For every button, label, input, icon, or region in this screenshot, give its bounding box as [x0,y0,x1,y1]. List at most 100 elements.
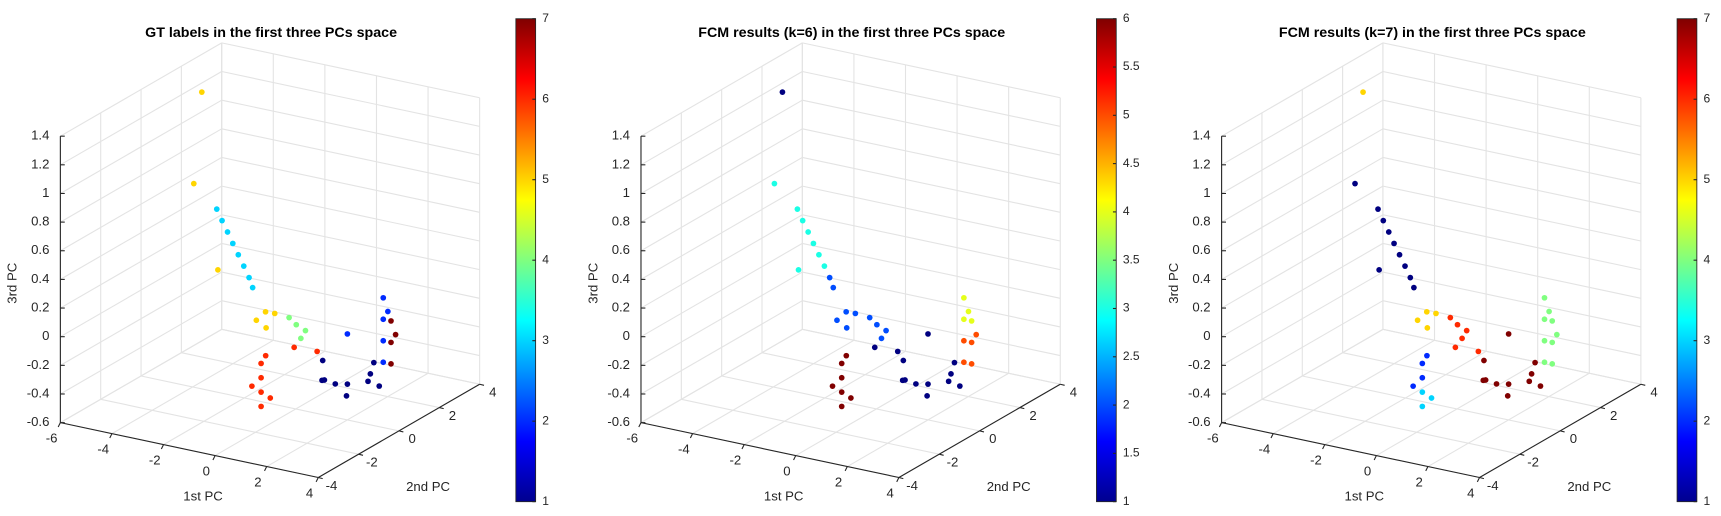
panel: -6 -4 -2 0 2 4 -4 -2 0 2 4 -0.6 -0.4 -0.2 0 0.2 0.4 0.6 0.… [1166,11,1711,508]
grid-line [802,271,1061,328]
tick-mark [638,422,642,428]
grid-line [60,185,222,280]
grid-line [1382,214,1641,271]
data-point [1424,325,1431,331]
x-tick-label: 0 [1364,464,1371,479]
grid-line [1221,328,1384,424]
grid-line [640,328,803,424]
tick-mark [1476,477,1481,483]
z-tick-label: -0.4 [1188,385,1211,400]
z-tick-label: 0.4 [612,271,630,286]
y-tick-label: 0 [408,431,415,446]
data-point [1411,284,1417,291]
x-tick-label: 4 [886,485,893,500]
data-point [1546,308,1552,315]
data-point [883,327,889,334]
y-tick-label: 2 [1610,408,1617,423]
chart-title: GT labels in the first three PCs space [145,25,397,41]
tick-mark [160,444,165,450]
z-tick-label: 1.2 [612,156,630,171]
data-point [1380,217,1387,224]
chart-title: FCM results (k=7) in the first three PCs… [1279,25,1586,41]
data-point [1352,180,1358,187]
data-point [1532,359,1538,366]
data-point [1505,381,1512,387]
data-point [190,180,197,187]
data-point [229,240,236,247]
data-point [271,310,278,317]
data-point [1541,337,1548,344]
data-point [1504,392,1511,399]
colorbar-tick-label: 5 [542,172,549,186]
grid-line [640,42,803,137]
data-point [830,284,837,291]
data-point [799,217,806,224]
grid-line [802,185,1061,242]
panel: -6 -4 -2 0 2 4 -4 -2 0 2 4 -0.6 -0.4 -0.2 0 0.2 0.4 0.6 0.… [5,11,550,508]
tick-mark [398,430,404,433]
grid-line [1221,156,1384,252]
data-point [961,316,967,323]
grid-line [221,156,480,213]
data-point [968,318,975,324]
data-point [1526,378,1533,385]
tick-mark [212,455,216,461]
grid-line [221,328,480,385]
tick-mark [1019,407,1025,410]
grid-line [1221,300,1384,395]
grid-line [802,70,1061,127]
x-axis-label: 1st PC [183,489,222,504]
colorbar-tick-label: 3 [1703,333,1710,347]
data-point [852,310,859,317]
z-axis-label: 3rd PC [5,263,20,304]
x-tick-label: 4 [1467,485,1474,500]
z-tick-label: 0.6 [612,242,630,257]
data-point [945,378,952,385]
data-point [1419,374,1426,381]
data-point [1391,240,1397,247]
z-tick-label: -0.2 [607,357,630,372]
grid-line [1382,156,1641,213]
data-point [1475,348,1482,355]
y-tick-label: 4 [489,384,496,399]
grid-line [721,375,980,432]
grid-line [681,398,940,455]
grid-line [802,328,1061,385]
grid-line [1382,328,1641,385]
data-point [973,331,980,338]
data-point [816,251,822,258]
grid-line [802,214,1061,271]
grid-line [1382,185,1641,242]
z-tick-label: 1 [1203,185,1210,200]
y-tick-label: 2 [1029,408,1036,423]
grid-line [1221,185,1384,280]
z-tick-label: 1.4 [31,128,49,143]
grid-line [640,99,803,194]
data-point [1424,352,1430,359]
z-tick-label: 0.8 [1192,214,1210,229]
y-tick-label: -2 [947,454,959,469]
x-tick-label: 0 [203,464,210,479]
x-tick-label: -4 [1259,442,1271,457]
x-axis-label: 1st PC [1345,489,1384,504]
z-tick-label: 0 [623,328,630,343]
tick-mark [358,453,364,456]
data-point [1493,381,1500,387]
data-point [1537,383,1544,389]
x-tick-label: -2 [149,453,161,468]
y-tick-label: 4 [1650,384,1657,399]
y-tick-label: -2 [1527,454,1539,469]
grid-line [100,398,359,455]
data-point [1385,229,1392,235]
tick-mark [1373,455,1377,461]
z-tick-label: 0 [42,328,49,343]
z-tick-label: 0.2 [612,300,630,315]
grid-line [802,242,1061,299]
tick-mark [318,476,323,480]
colorbar-tick-label: 5 [1123,108,1130,122]
data-point [948,370,954,377]
tick-mark [109,433,113,439]
colorbar-tick-label: 4 [1703,252,1710,266]
